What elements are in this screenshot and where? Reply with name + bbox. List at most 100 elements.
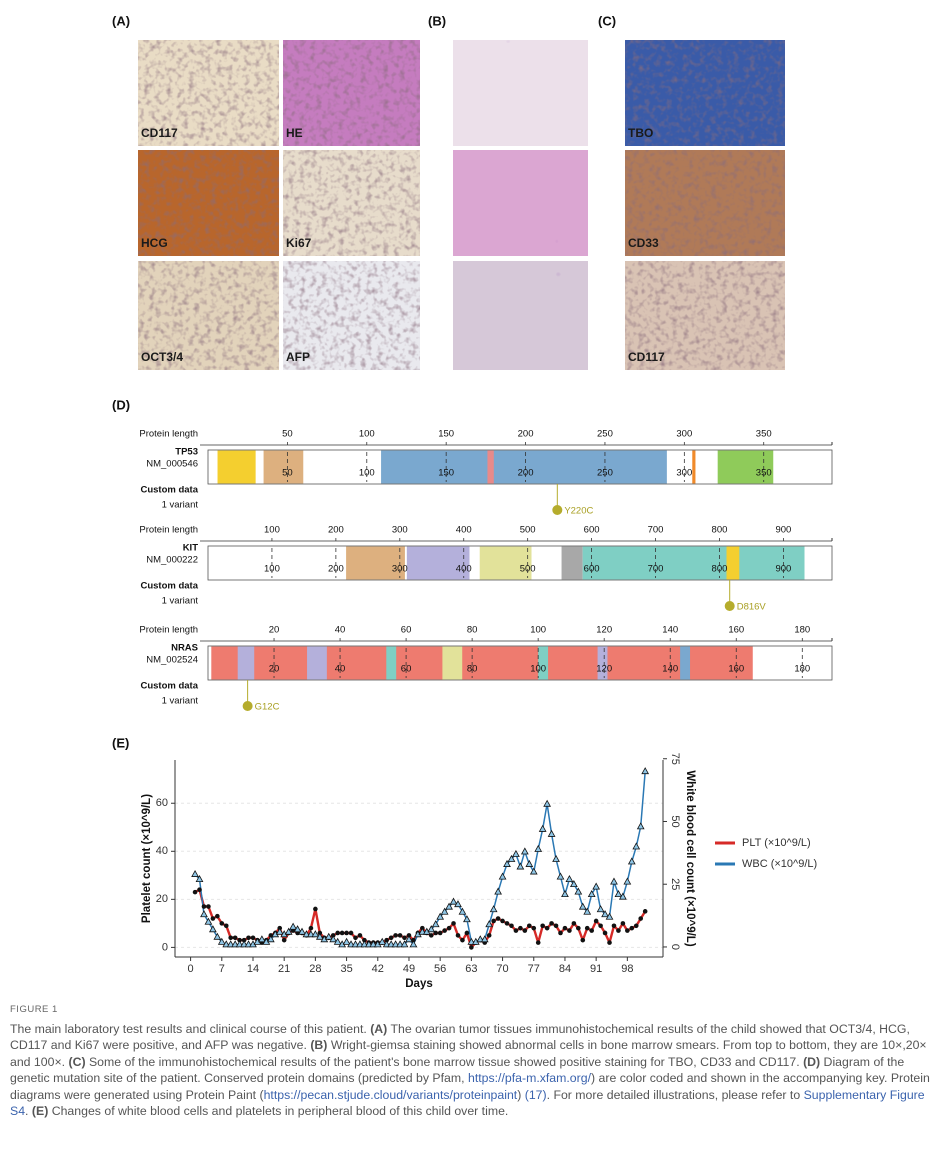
variant-dot (724, 601, 735, 611)
legend-label: PLT (×10^9/L) (742, 837, 811, 849)
point (531, 925, 537, 931)
point (574, 887, 583, 895)
tick-label: 700 (648, 525, 664, 536)
caption-run: The main laboratory test results and cli… (10, 1021, 371, 1036)
caption-run: (A) (370, 1021, 388, 1036)
tick-label: 100 (264, 525, 280, 536)
point (335, 930, 340, 936)
point (507, 854, 516, 862)
caption-run: (C) (68, 1054, 86, 1069)
point (589, 928, 594, 933)
custom-label: Custom data (140, 485, 198, 496)
caption-run: Wright-giemsa staining showed abnormal c… (10, 1038, 927, 1069)
inner-tick-label: 300 (676, 468, 692, 479)
domain (307, 646, 327, 680)
caption-link[interactable]: Supplementary Figure S4 (10, 1087, 925, 1119)
x-axis-label: Days (405, 978, 433, 990)
point (500, 918, 505, 924)
panel-label: (B) (428, 13, 446, 28)
point (418, 927, 427, 935)
inner-tick-label: 60 (401, 664, 412, 675)
point (228, 935, 234, 941)
custom-label: Custom data (140, 581, 198, 592)
caption-link[interactable]: https://pecan.stjude.cloud/variants/prot… (263, 1087, 518, 1102)
point (587, 890, 596, 898)
caption-link[interactable]: (17) (524, 1087, 547, 1102)
point (464, 930, 470, 936)
y2-tick-label: 0 (669, 944, 681, 950)
point (556, 872, 565, 880)
tick-label: 140 (662, 625, 678, 636)
point (611, 923, 617, 929)
point (540, 923, 545, 929)
domain (487, 450, 494, 484)
tick-label: 600 (584, 525, 600, 536)
point (592, 882, 601, 890)
point (629, 925, 635, 931)
caption: FIGURE 1 The main laboratory test result… (10, 1002, 938, 1120)
y2-axis-label: White blood cell count (×10^9/L) (684, 770, 696, 947)
domain (479, 546, 532, 580)
domain (217, 450, 256, 484)
point (454, 900, 462, 908)
point (329, 935, 338, 943)
point (266, 935, 275, 943)
variant-count: 1 variant (162, 500, 199, 511)
point (315, 932, 324, 940)
micrograph-texture (283, 150, 420, 256)
point (614, 890, 623, 898)
point (437, 930, 443, 936)
point (623, 877, 632, 885)
x-tick-label: 77 (528, 963, 540, 975)
inner-tick-label: 140 (662, 664, 678, 675)
point (486, 933, 492, 938)
image-label: OCT3/4 (141, 350, 183, 364)
point (565, 874, 574, 883)
point (284, 927, 293, 935)
point (250, 935, 256, 941)
axis-label: Protein length (139, 625, 198, 636)
point (400, 940, 409, 948)
x-tick-label: 7 (219, 963, 225, 975)
point (469, 945, 474, 950)
domain (442, 646, 463, 680)
point (333, 937, 342, 945)
y-axis-label: Platelet count (×10^9/L) (141, 794, 153, 923)
inner-tick-label: 500 (520, 564, 536, 575)
point (313, 906, 318, 912)
point (512, 849, 520, 857)
domain (582, 546, 805, 580)
point (213, 932, 222, 940)
y-tick-label: 0 (162, 941, 168, 953)
point (491, 918, 496, 924)
figure-label: FIGURE 1 (10, 1004, 58, 1015)
inner-tick-label: 300 (392, 564, 408, 575)
domain (211, 646, 753, 680)
inner-tick-label: 200 (328, 564, 344, 575)
tick-label: 200 (518, 429, 534, 440)
inner-tick-label: 100 (359, 468, 375, 479)
point (195, 874, 204, 883)
point (520, 847, 529, 855)
point (547, 829, 556, 837)
point (616, 928, 621, 933)
point (593, 918, 599, 924)
point (222, 940, 231, 948)
inner-tick-label: 800 (712, 564, 728, 575)
point (339, 930, 345, 936)
point (311, 930, 320, 938)
point (308, 925, 314, 931)
caption-run: Some of the immunohistochemical results … (85, 1054, 804, 1069)
inner-tick-label: 350 (756, 468, 772, 479)
point (561, 890, 569, 898)
panel-label: (C) (598, 13, 616, 28)
tick-label: 300 (392, 525, 408, 536)
caption-run: Changes of white blood cells and platele… (48, 1104, 509, 1118)
point (642, 909, 648, 914)
point (431, 920, 440, 928)
image-label: CD33 (628, 236, 659, 250)
caption-link[interactable]: https://pfa-m.xfam.org/ (467, 1071, 591, 1085)
point (522, 928, 528, 933)
point (387, 940, 396, 948)
point (558, 930, 563, 936)
